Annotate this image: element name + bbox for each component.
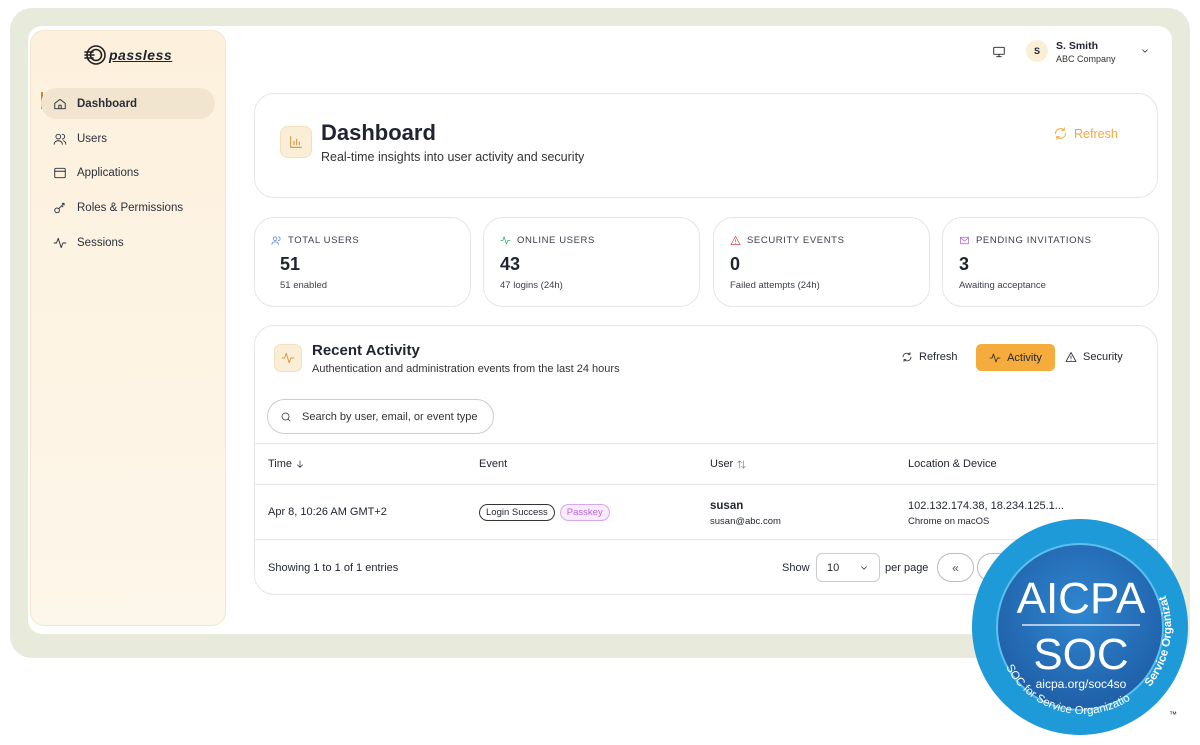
search-placeholder: Search by user, email, or event type (302, 410, 478, 423)
nav-item[interactable]: Roles & Permissions (41, 192, 215, 223)
refresh-label: Refresh (1074, 126, 1118, 141)
stat-label: PENDING INVITATIONS (976, 235, 1092, 246)
entries-summary: Showing 1 to 1 of 1 entries (268, 562, 399, 574)
column-header[interactable]: Time (268, 458, 305, 470)
stat-note: 47 logins (24h) (500, 280, 563, 291)
stat-value: 3 (959, 254, 970, 274)
button-label: Activity (1007, 351, 1042, 364)
row-divider (255, 539, 1157, 540)
nav-label: Users (77, 132, 108, 145)
user-menu-chevron[interactable] (1140, 46, 1150, 56)
user-company: ABC Company (1056, 54, 1116, 64)
stat-label: TOTAL USERS (288, 235, 360, 246)
user-name: S. Smith (1056, 40, 1099, 52)
stat-note: 51 enabled (280, 280, 328, 291)
avatar[interactable]: S (1026, 40, 1048, 62)
stat-card: PENDING INVITATIONS 3 Awaiting acceptanc… (942, 217, 1159, 307)
nav-label: Applications (77, 166, 140, 179)
page-size-select[interactable]: 10 (816, 553, 880, 582)
table-header (255, 443, 1157, 485)
column-header[interactable]: User (710, 458, 747, 470)
badge-aicpa: AICPA (1017, 574, 1146, 623)
cell-email: susan@abc.com (710, 516, 781, 527)
stat-card: TOTAL USERS 51 51 enabled (254, 217, 471, 307)
activity-tab[interactable]: Activity (976, 344, 1055, 371)
page-subtitle: Real-time insights into user activity an… (321, 150, 585, 164)
column-header: Location & Device (908, 458, 997, 470)
activity-title: Recent Activity (312, 342, 420, 359)
nav-item[interactable]: Users (41, 123, 215, 154)
button-label: Security (1083, 351, 1123, 363)
cell-device: Chrome on macOS (908, 516, 990, 527)
refresh-button[interactable]: Refresh (1053, 126, 1118, 141)
column-label: User (710, 458, 734, 470)
column-header: Event (479, 458, 508, 470)
page-size-value: 10 (827, 561, 840, 574)
event-badge: Login Success (479, 504, 555, 521)
page-title: Dashboard (321, 120, 436, 145)
nav-label: Sessions (77, 236, 124, 249)
cell-user: susan (710, 500, 744, 512)
badge-inner (996, 543, 1164, 711)
badge-trademark: ™ (1169, 710, 1177, 719)
security-tab[interactable]: Security (1065, 351, 1123, 363)
button-label: Refresh (919, 351, 958, 363)
activity-icon (274, 344, 302, 372)
stat-label: SECURITY EVENTS (747, 235, 845, 246)
brand: passless (109, 47, 173, 63)
stat-card: SECURITY EVENTS 0 Failed attempts (24h) (713, 217, 930, 307)
cell-event: Login Success Passkey (479, 504, 610, 521)
show-label: Show (782, 562, 810, 574)
activity-refresh[interactable]: Refresh (901, 351, 958, 363)
badge-soc: SOC (1033, 630, 1128, 679)
activity-subtitle: Authentication and administration events… (312, 363, 620, 375)
search-box[interactable]: Search by user, email, or event type (267, 399, 494, 434)
stat-value: 51 (280, 254, 301, 274)
stat-note: Failed attempts (24h) (730, 280, 820, 291)
method-badge: Passkey (559, 504, 610, 521)
logo-icon (84, 45, 106, 65)
per-page-label: per page (885, 562, 929, 574)
sidebar: passless Dashboard Users Applications Ro… (30, 30, 226, 626)
stat-card: ONLINE USERS 43 47 logins (24h) (483, 217, 700, 307)
stat-label: ONLINE USERS (517, 235, 595, 246)
header-icon (280, 126, 312, 158)
nav-item[interactable]: Dashboard (41, 88, 215, 119)
header-card: Dashboard Real-time insights into user a… (254, 93, 1158, 198)
stat-note: Awaiting acceptance (959, 280, 1046, 291)
stat-value: 0 (730, 254, 741, 274)
app-window: passless Dashboard Users Applications Ro… (28, 26, 1172, 634)
first-page-button[interactable]: « (937, 553, 974, 582)
badge-url: aicpa.org/soc4so (1036, 677, 1127, 691)
nav-item[interactable]: Sessions (41, 227, 215, 258)
logo: passless (83, 43, 172, 67)
cell-location: 102.132.174.38, 18.234.125.1... (908, 500, 1064, 512)
stat-value: 43 (500, 254, 521, 274)
aicpa-soc-badge: AICPA SOC aicpa.org/soc4so SOC for Servi… (970, 517, 1188, 735)
nav-item[interactable]: Applications (41, 157, 215, 188)
display-icon[interactable] (992, 45, 1006, 59)
nav-label: Dashboard (77, 97, 138, 110)
nav-label: Roles & Permissions (77, 201, 184, 214)
cell-time: Apr 8, 10:26 AM GMT+2 (268, 506, 387, 518)
column-label: Time (268, 458, 293, 470)
